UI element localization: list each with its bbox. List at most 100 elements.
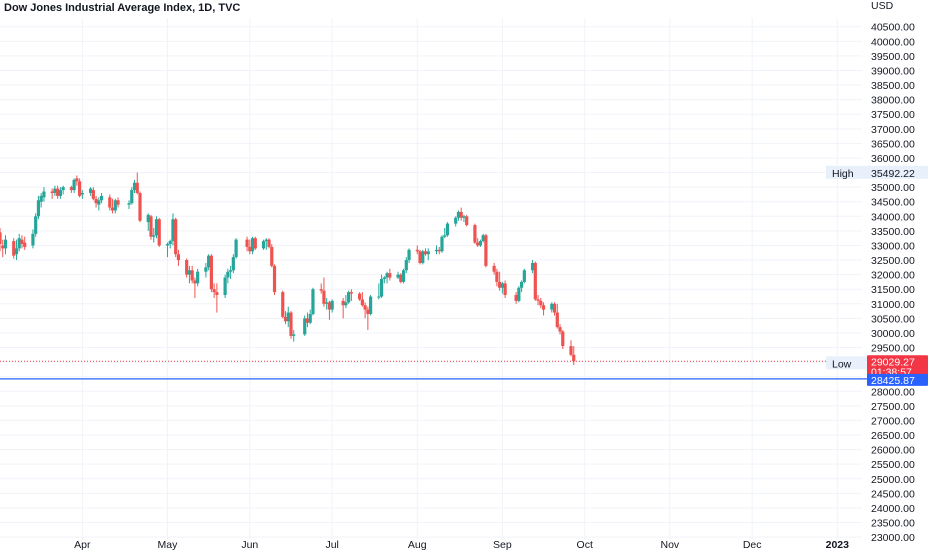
candles-layer	[0, 172, 576, 366]
candle-body	[56, 188, 60, 196]
y-tick-label: 39000.00	[871, 65, 915, 77]
candle	[245, 236, 249, 252]
candle-body	[272, 265, 277, 293]
x-tick-label: Jun	[241, 539, 258, 550]
candle-body	[207, 255, 211, 268]
candle-body	[539, 300, 543, 306]
candle-body	[234, 239, 238, 258]
candle	[388, 268, 392, 281]
candle	[308, 309, 312, 325]
candle-body	[39, 195, 43, 202]
candle	[88, 187, 93, 196]
candle-body	[286, 312, 290, 322]
candle	[421, 249, 425, 265]
candle	[69, 185, 73, 193]
y-tick-label: 36000.00	[871, 153, 915, 165]
candle	[190, 265, 194, 284]
candle-body	[187, 270, 192, 275]
horizontal-line-tag-bg	[867, 373, 928, 386]
candle-body	[366, 309, 370, 314]
y-tick-label: 31000.00	[871, 299, 915, 311]
candle	[209, 254, 213, 293]
candle	[558, 324, 562, 335]
candle	[330, 299, 334, 313]
candle	[72, 178, 76, 193]
candle-body	[176, 254, 181, 261]
horizontal-line-tag: 28425.87	[867, 373, 928, 387]
y-tick-label: 34000.00	[871, 211, 915, 223]
candle	[56, 185, 60, 199]
candle-body	[50, 191, 54, 193]
candle	[80, 190, 84, 199]
candle	[462, 214, 466, 223]
candle-body	[196, 271, 200, 284]
candle	[325, 297, 329, 310]
candle-body	[498, 281, 502, 288]
marker-value: 35492.22	[871, 168, 915, 180]
candle	[289, 311, 293, 339]
candle	[174, 217, 178, 258]
candle-body	[190, 270, 194, 281]
candle-body	[456, 211, 461, 218]
candle-body	[358, 293, 362, 300]
candle-body	[349, 292, 353, 294]
candle	[207, 254, 211, 271]
candle-body	[530, 262, 535, 271]
candle	[149, 214, 153, 240]
candle-body	[322, 290, 326, 304]
candle	[399, 273, 403, 284]
candle-body	[445, 223, 450, 236]
candle-body	[440, 236, 444, 252]
candle-body	[78, 181, 82, 196]
candle	[31, 229, 35, 249]
candle-body	[215, 292, 219, 296]
candle-body	[407, 249, 411, 261]
candle-body	[185, 260, 189, 275]
candle	[20, 235, 24, 249]
candle	[146, 213, 150, 231]
x-tick-label: 2023	[826, 539, 850, 550]
candle-body	[426, 251, 430, 255]
candle-body	[454, 217, 458, 224]
candle-body	[58, 190, 62, 196]
candle-body	[42, 191, 46, 198]
candle	[223, 274, 227, 298]
time-axis[interactable]: Apr May Jun Jul Aug Sep Oct Nov Dec 2023	[74, 539, 849, 550]
x-tick-label: Nov	[660, 539, 679, 550]
y-tick-label: 38500.00	[871, 80, 915, 92]
candle-body	[418, 251, 422, 263]
candle	[75, 175, 79, 186]
candle	[250, 236, 255, 255]
candle-body	[404, 260, 408, 271]
y-tick-label: 32000.00	[871, 270, 915, 282]
y-tick-label: 33000.00	[871, 240, 915, 252]
candle	[484, 233, 488, 268]
candle-body	[360, 299, 364, 306]
candle-body	[1, 245, 5, 249]
marker-label: High	[832, 168, 854, 180]
candle	[157, 217, 161, 247]
candle-body	[327, 302, 332, 310]
price-axis[interactable]: 40500.00 40000.00 39500.00 39000.00 38500.00…	[871, 22, 915, 544]
candle	[253, 236, 257, 250]
candle-body	[245, 239, 249, 247]
candle	[404, 257, 408, 274]
candle	[437, 246, 441, 255]
candle	[572, 346, 576, 366]
candle-body	[443, 235, 447, 237]
current-price-value: 29029.27	[871, 356, 915, 368]
candle	[459, 207, 463, 221]
candle-body	[212, 289, 216, 293]
chart-title: Dow Jones Industrial Average Index, 1D, …	[4, 2, 241, 14]
candle	[358, 292, 362, 301]
candle	[116, 197, 120, 208]
candle-body	[154, 219, 159, 236]
candle-body	[267, 239, 271, 247]
candle	[418, 249, 422, 265]
candle	[1, 239, 5, 258]
candle	[42, 187, 46, 202]
price-tags: High35492.22Low28958.2229029.2701:38:572…	[826, 165, 928, 387]
candle	[228, 265, 233, 279]
candle-body	[347, 292, 351, 303]
